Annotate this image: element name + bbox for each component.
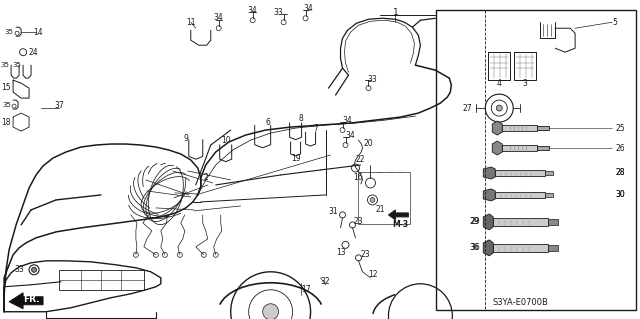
Text: 26: 26: [615, 144, 625, 152]
Text: 5: 5: [612, 18, 618, 27]
Polygon shape: [483, 167, 495, 179]
Polygon shape: [483, 214, 493, 230]
Bar: [436, 10, 636, 310]
Text: 17: 17: [301, 285, 310, 294]
Text: 30: 30: [615, 190, 625, 199]
Bar: [545, 171, 553, 175]
Text: 7: 7: [313, 123, 318, 133]
Text: 34: 34: [248, 6, 257, 15]
Text: 22: 22: [356, 155, 365, 165]
Text: 23: 23: [361, 250, 371, 259]
Circle shape: [370, 197, 375, 203]
Text: M-3: M-3: [392, 220, 408, 229]
Text: 8: 8: [298, 114, 303, 122]
Bar: [495, 170, 545, 176]
Text: 20: 20: [364, 138, 373, 147]
Bar: [502, 145, 537, 151]
Text: 35: 35: [2, 102, 11, 108]
Bar: [548, 245, 558, 251]
Bar: [514, 52, 536, 80]
Polygon shape: [9, 293, 43, 309]
Text: 34: 34: [304, 4, 314, 13]
Text: 36: 36: [470, 243, 479, 252]
Bar: [545, 193, 553, 197]
Text: 6: 6: [265, 118, 270, 127]
Bar: [493, 244, 548, 252]
Text: 14: 14: [33, 28, 43, 37]
Text: 34: 34: [342, 115, 353, 124]
Polygon shape: [483, 189, 495, 201]
Text: 16: 16: [353, 174, 362, 182]
Text: 35: 35: [0, 62, 9, 68]
Text: 25: 25: [615, 123, 625, 133]
Text: 30: 30: [615, 190, 625, 199]
Bar: [548, 219, 558, 225]
Text: 19: 19: [291, 153, 300, 162]
Text: 31: 31: [329, 207, 339, 216]
Text: 21: 21: [376, 205, 385, 214]
Bar: [537, 146, 549, 150]
Polygon shape: [388, 210, 408, 220]
Text: FR.: FR.: [23, 295, 39, 304]
Text: 35: 35: [12, 62, 21, 68]
Bar: [358, 172, 410, 224]
Bar: [488, 52, 510, 80]
Text: 15: 15: [1, 83, 11, 92]
Bar: [537, 126, 549, 130]
Bar: [495, 192, 545, 198]
Text: 4: 4: [497, 78, 502, 88]
Bar: [502, 125, 537, 131]
Text: 24: 24: [28, 48, 38, 57]
Text: 33: 33: [14, 265, 24, 274]
Text: 9: 9: [183, 134, 188, 143]
Text: 3: 3: [523, 78, 527, 88]
Text: 36: 36: [470, 243, 480, 252]
Bar: [493, 218, 548, 226]
Text: 11: 11: [186, 18, 196, 27]
Polygon shape: [492, 121, 502, 135]
Text: 29: 29: [470, 217, 479, 226]
Text: 23: 23: [354, 217, 364, 226]
Text: 33: 33: [367, 75, 378, 84]
Text: 1: 1: [392, 8, 398, 17]
Text: 32: 32: [321, 277, 330, 286]
Polygon shape: [492, 141, 502, 155]
Text: 34: 34: [346, 130, 355, 139]
Text: 37: 37: [54, 100, 64, 110]
Text: 2: 2: [204, 174, 208, 182]
Circle shape: [496, 105, 502, 111]
Text: 13: 13: [336, 248, 346, 257]
Text: 33: 33: [274, 8, 284, 17]
Text: 27: 27: [463, 104, 472, 113]
Text: 28: 28: [615, 168, 625, 177]
Text: 35: 35: [4, 29, 13, 35]
Text: S3YA-E0700B: S3YA-E0700B: [492, 298, 548, 307]
Text: 29: 29: [470, 217, 480, 226]
Text: 12: 12: [368, 270, 377, 279]
Text: 18: 18: [1, 118, 11, 127]
Circle shape: [31, 267, 36, 272]
Bar: [59, 270, 144, 290]
Circle shape: [262, 304, 278, 319]
Polygon shape: [483, 240, 493, 256]
Text: 28: 28: [615, 168, 625, 177]
Text: 34: 34: [214, 13, 223, 22]
Text: 10: 10: [221, 136, 230, 145]
